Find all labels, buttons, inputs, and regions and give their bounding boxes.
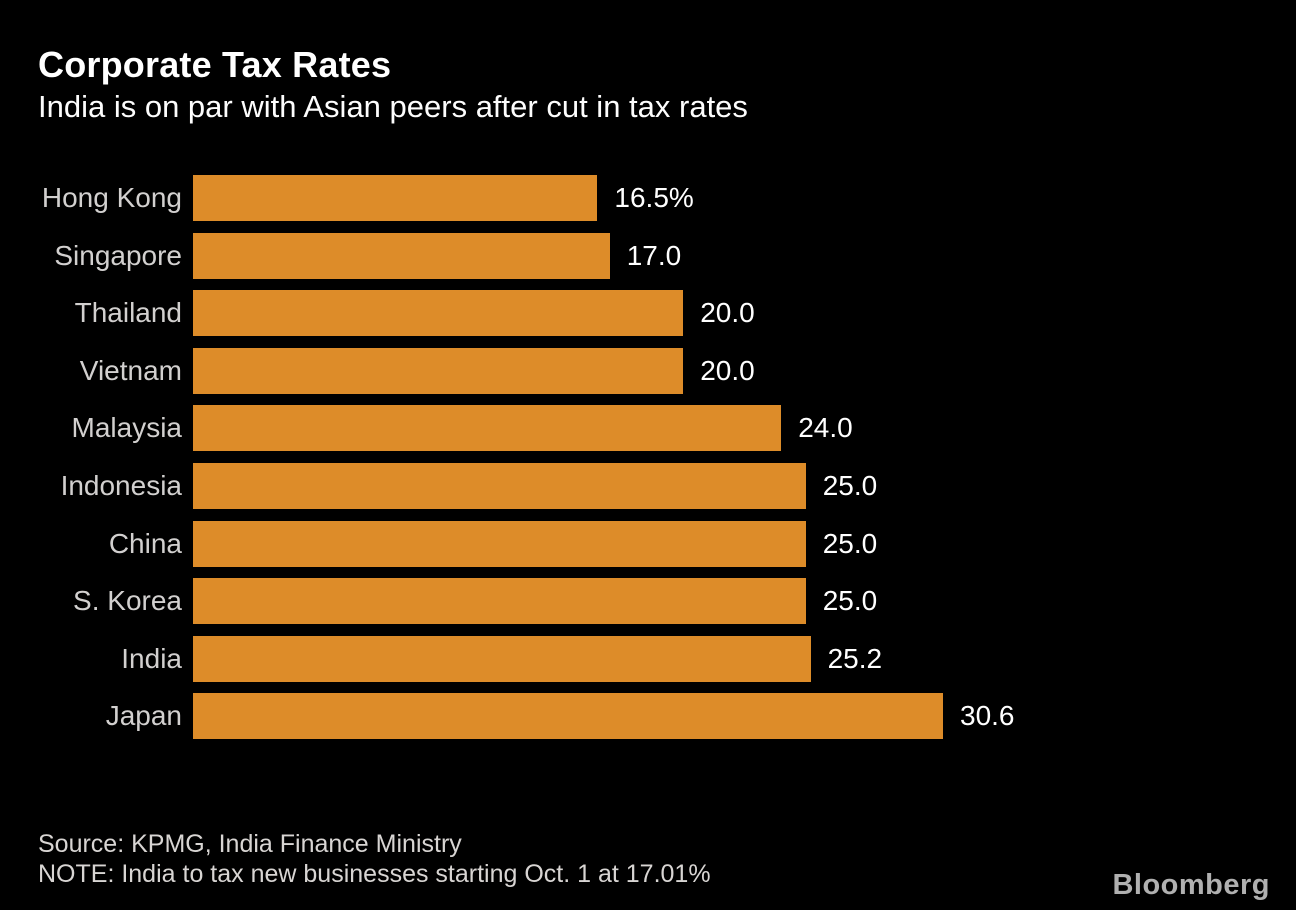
bar xyxy=(193,232,610,279)
category-label: India xyxy=(121,642,182,674)
bar-row: Japan 30.6 xyxy=(0,693,1296,740)
bar-row: Vietnam 20.0 xyxy=(0,347,1296,394)
bar xyxy=(193,347,684,394)
category-label: Hong Kong xyxy=(41,182,182,213)
category-label: Indonesia xyxy=(60,469,182,501)
chart-subtitle: India is on par with Asian peers after c… xyxy=(38,89,748,124)
value-label: 20.0 xyxy=(700,297,755,329)
category-label: China xyxy=(108,527,182,559)
value-label: 17.0 xyxy=(626,239,682,271)
value-label: 24.0 xyxy=(798,412,853,444)
bar-row: Hong Kong 16.5% xyxy=(0,175,1296,221)
source-text: Source: KPMG, India Finance Ministry xyxy=(38,830,462,858)
category-label: S. Korea xyxy=(73,585,182,617)
bar xyxy=(193,405,782,452)
bar xyxy=(193,290,684,337)
value-label: 25.0 xyxy=(822,527,878,559)
chart-title: Corporate Tax Rates xyxy=(38,44,392,85)
bloomberg-logo: Bloomberg xyxy=(1112,869,1270,901)
category-label: Japan xyxy=(105,700,182,732)
value-label: 30.6 xyxy=(960,700,1015,732)
bar xyxy=(193,578,806,625)
bar xyxy=(193,693,943,740)
value-label: 20.0 xyxy=(700,354,755,386)
bar xyxy=(193,175,598,221)
bar-chart: Hong Kong 16.5% Singapore 17.0 Thailand 20.0 V… xyxy=(0,175,1296,751)
bar-row: S. Korea 25.0 xyxy=(0,578,1296,625)
note-text: NOTE: India to tax new businesses starti… xyxy=(38,860,711,888)
value-label: 25.0 xyxy=(822,469,878,501)
bar-row: Indonesia 25.0 xyxy=(0,462,1296,509)
value-label: 25.2 xyxy=(827,642,883,674)
bar xyxy=(193,520,806,567)
category-label: Vietnam xyxy=(79,354,182,386)
category-label: Thailand xyxy=(74,297,182,329)
category-label: Malaysia xyxy=(71,412,182,444)
value-label: 16.5% xyxy=(614,182,694,213)
bar-row: India 25.2 xyxy=(0,635,1296,682)
bar xyxy=(193,462,806,509)
chart-footer: Source: KPMG, India Finance Ministry NOT… xyxy=(38,829,711,889)
value-label: 25.0 xyxy=(822,585,878,617)
bar-row: Singapore 17.0 xyxy=(0,232,1296,279)
bar-row: China 25.0 xyxy=(0,520,1296,567)
bar-row: Malaysia 24.0 xyxy=(0,405,1296,452)
bar xyxy=(193,635,811,682)
bar-row: Thailand 20.0 xyxy=(0,290,1296,337)
category-label: Singapore xyxy=(54,239,182,271)
